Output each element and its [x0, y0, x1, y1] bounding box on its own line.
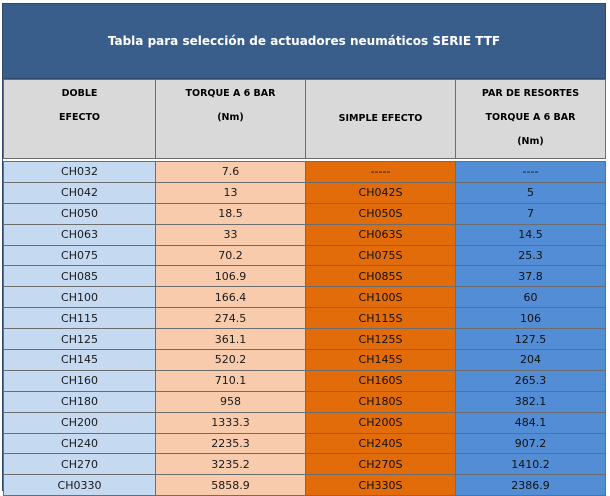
cell-torque: 33: [155, 223, 306, 246]
header-torque-line1: TORQUE A 6 BAR: [185, 88, 276, 99]
header-resortes-line2: TORQUE A 6 BAR: [485, 112, 576, 123]
cell-doble-efecto: CH145: [3, 349, 156, 371]
cell-par-resortes: 25.3: [455, 244, 606, 267]
table-row: CH180 958 CH180S 382.1: [3, 390, 606, 413]
header-par-resortes: PAR DE RESORTES TORQUE A 6 BAR (Nm): [455, 79, 606, 159]
cell-simple-efecto: CH330S: [305, 474, 456, 496]
cell-par-resortes: 60: [455, 286, 606, 309]
table-row: CH100 166.4 CH100S 60: [3, 286, 606, 309]
cell-par-resortes: 204: [455, 349, 606, 371]
header-simple-efecto: SIMPLE EFECTO: [305, 79, 456, 159]
cell-doble-efecto: CH085: [3, 265, 156, 288]
cell-torque: 710.1: [155, 369, 306, 392]
cell-torque: 1333.3: [155, 411, 306, 434]
table-body: CH032 7.6 ----- ---- CH042 13 CH042S 5 CH050 18.5…: [3, 161, 606, 496]
cell-simple-efecto: CH075S: [305, 244, 456, 267]
cell-torque: 18.5: [155, 202, 306, 225]
header-doble-line2: EFECTO: [59, 112, 100, 123]
cell-torque: 958: [155, 390, 306, 413]
cell-torque: 361.1: [155, 328, 306, 351]
cell-par-resortes: 1410.2: [455, 453, 606, 476]
table-row: CH125 361.1 CH125S 127.5: [3, 328, 606, 351]
table-row: CH075 70.2 CH075S 25.3: [3, 244, 606, 267]
cell-doble-efecto: CH075: [3, 244, 156, 267]
table-row: CH240 2235.3 CH240S 907.2: [3, 432, 606, 455]
table-row: CH085 106.9 CH085S 37.8: [3, 265, 606, 288]
cell-par-resortes: 382.1: [455, 390, 606, 413]
cell-simple-efecto: CH063S: [305, 223, 456, 246]
table-title: Tabla para selección de actuadores neumá…: [3, 4, 605, 79]
cell-par-resortes: 5: [455, 181, 606, 204]
cell-torque: 13: [155, 181, 306, 204]
cell-simple-efecto: CH200S: [305, 411, 456, 434]
cell-par-resortes: 265.3: [455, 369, 606, 392]
cell-par-resortes: 106: [455, 307, 606, 330]
cell-par-resortes: 14.5: [455, 223, 606, 246]
table-row: CH0330 5858.9 CH330S 2386.9: [3, 474, 606, 496]
cell-par-resortes: 7: [455, 202, 606, 225]
header-torque-line2: (Nm): [217, 112, 244, 123]
table-row: CH145 520.2 CH145S 204: [3, 349, 606, 371]
cell-simple-efecto: CH042S: [305, 181, 456, 204]
cell-torque: 274.5: [155, 307, 306, 330]
header-doble-line1: DOBLE: [61, 88, 98, 99]
cell-simple-efecto: CH160S: [305, 369, 456, 392]
cell-simple-efecto: CH085S: [305, 265, 456, 288]
table-row: CH063 33 CH063S 14.5: [3, 223, 606, 246]
cell-doble-efecto: CH125: [3, 328, 156, 351]
table-row: CH200 1333.3 CH200S 484.1: [3, 411, 606, 434]
cell-torque: 520.2: [155, 349, 306, 371]
cell-doble-efecto: CH160: [3, 369, 156, 392]
cell-torque: 5858.9: [155, 474, 306, 496]
table-row: CH115 274.5 CH115S 106: [3, 307, 606, 330]
cell-simple-efecto: CH115S: [305, 307, 456, 330]
cell-par-resortes: 484.1: [455, 411, 606, 434]
header-spacer: [3, 158, 606, 162]
cell-par-resortes: 37.8: [455, 265, 606, 288]
table-row: CH050 18.5 CH050S 7: [3, 202, 606, 225]
cell-doble-efecto: CH115: [3, 307, 156, 330]
cell-simple-efecto: CH180S: [305, 390, 456, 413]
cell-simple-efecto: CH270S: [305, 453, 456, 476]
cell-doble-efecto: CH0330: [3, 474, 156, 496]
cell-doble-efecto: CH200: [3, 411, 156, 434]
table-row: CH270 3235.2 CH270S 1410.2: [3, 453, 606, 476]
cell-simple-efecto: CH145S: [305, 349, 456, 371]
cell-simple-efecto: CH100S: [305, 286, 456, 309]
cell-torque: 166.4: [155, 286, 306, 309]
header-row: DOBLE EFECTO TORQUE A 6 BAR (Nm) SIMPLE …: [3, 79, 606, 159]
cell-simple-efecto: CH050S: [305, 202, 456, 225]
table-row: CH042 13 CH042S 5: [3, 181, 606, 204]
cell-torque: 7.6: [155, 161, 306, 183]
cell-simple-efecto: CH240S: [305, 432, 456, 455]
table-row: CH160 710.1 CH160S 265.3: [3, 369, 606, 392]
cell-doble-efecto: CH270: [3, 453, 156, 476]
table-row: CH032 7.6 ----- ----: [3, 161, 606, 183]
cell-doble-efecto: CH240: [3, 432, 156, 455]
header-torque: TORQUE A 6 BAR (Nm): [155, 79, 306, 159]
actuator-table: DOBLE EFECTO TORQUE A 6 BAR (Nm) SIMPLE …: [3, 79, 606, 496]
cell-doble-efecto: CH063: [3, 223, 156, 246]
actuator-selection-table-container: Tabla para selección de actuadores neumá…: [2, 3, 606, 496]
cell-torque: 2235.3: [155, 432, 306, 455]
cell-simple-efecto: CH125S: [305, 328, 456, 351]
cell-simple-efecto: -----: [305, 161, 456, 183]
cell-doble-efecto: CH032: [3, 161, 156, 183]
cell-par-resortes: 2386.9: [455, 474, 606, 496]
cell-doble-efecto: CH180: [3, 390, 156, 413]
header-resortes-line3: (Nm): [517, 136, 544, 147]
cell-torque: 3235.2: [155, 453, 306, 476]
cell-doble-efecto: CH042: [3, 181, 156, 204]
cell-par-resortes: ----: [455, 161, 606, 183]
cell-torque: 70.2: [155, 244, 306, 267]
cell-torque: 106.9: [155, 265, 306, 288]
cell-doble-efecto: CH050: [3, 202, 156, 225]
header-doble-efecto: DOBLE EFECTO: [3, 79, 156, 159]
cell-par-resortes: 907.2: [455, 432, 606, 455]
cell-par-resortes: 127.5: [455, 328, 606, 351]
cell-doble-efecto: CH100: [3, 286, 156, 309]
header-resortes-line1: PAR DE RESORTES: [481, 88, 580, 99]
